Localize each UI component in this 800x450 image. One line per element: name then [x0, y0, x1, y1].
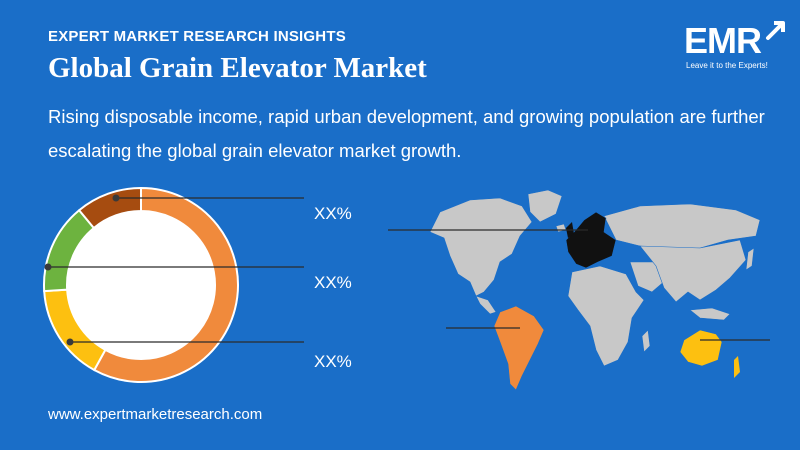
percent-label-2: XX% [314, 273, 352, 292]
kicker-text: EXPERT MARKET RESEARCH INSIGHTS [48, 28, 346, 45]
subtitle-text: Rising disposable income, rapid urban de… [48, 106, 765, 161]
percent-label-1: XX% [314, 204, 352, 223]
logo-text: EMR [684, 20, 762, 61]
map-region-new-zealand [734, 356, 740, 378]
map-region-greenland [527, 189, 563, 223]
donut-chart [43, 186, 239, 383]
map-region-japan [745, 247, 755, 271]
map-region-asia [639, 239, 747, 303]
page-title: Global Grain Elevator Market [48, 52, 427, 84]
map-region-africa [567, 265, 645, 367]
leader-lines [44, 194, 304, 346]
donut-hole [67, 211, 215, 359]
map-region-north-america [429, 197, 533, 297]
map-region-north-asia [603, 203, 761, 251]
leader-dot [66, 338, 74, 346]
percent-label-3: XX% [314, 352, 352, 371]
map-region-europe [565, 211, 617, 269]
emr-logo: EMR Leave it to the Experts! [674, 16, 794, 76]
logo-tagline: Leave it to the Experts! [686, 61, 768, 70]
map-region-iceland [555, 223, 567, 233]
leader-dot [112, 194, 120, 202]
map-region-madagascar [641, 329, 651, 353]
map-region-indonesia [689, 307, 731, 321]
map-leader-lines [388, 229, 770, 341]
map-region-australia [679, 329, 723, 367]
map-region-south-america [493, 305, 545, 391]
logo-arrow-icon [766, 21, 785, 40]
footer-url: www.expertmarketresearch.com [48, 406, 263, 423]
leader-dot [44, 263, 52, 271]
map-region-central-america [475, 295, 497, 315]
world-map [429, 189, 761, 367]
